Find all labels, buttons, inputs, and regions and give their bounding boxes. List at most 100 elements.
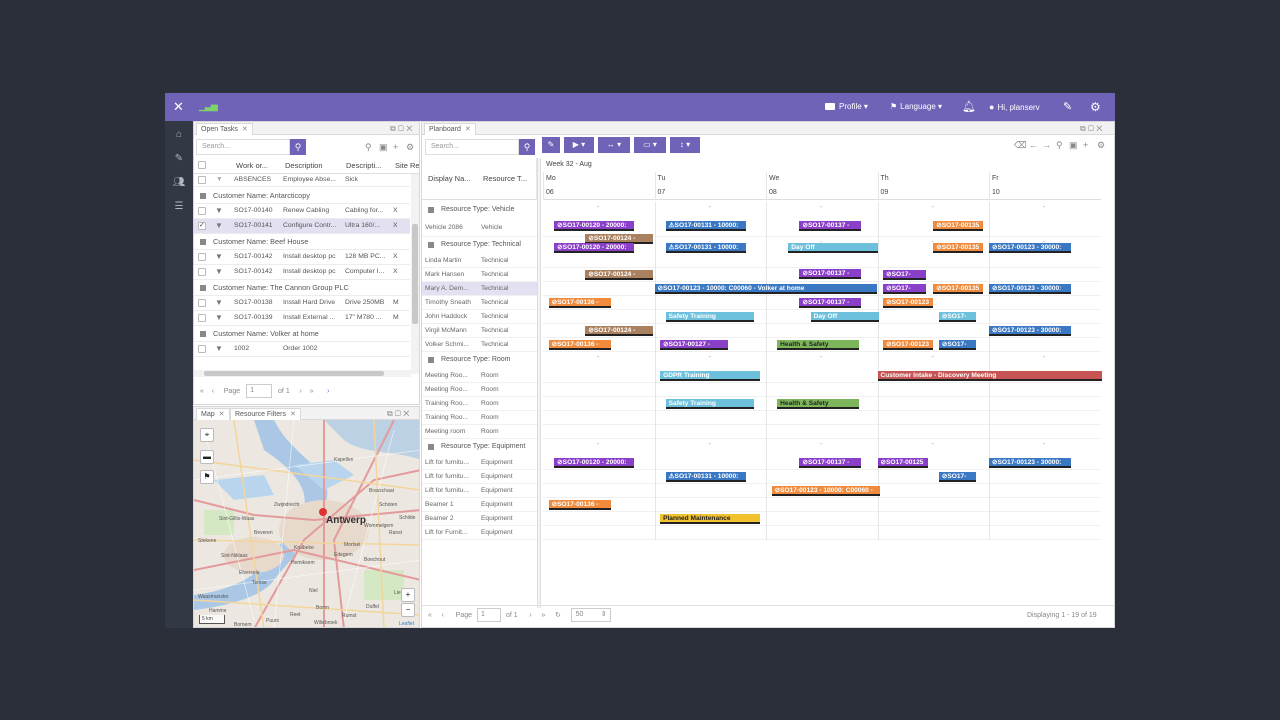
schedule-event[interactable]: ⊘SO17-00125 — [877, 458, 928, 468]
eraser-icon[interactable]: ⌫ — [1014, 140, 1027, 150]
brush-icon[interactable]: ✎ — [1063, 101, 1073, 113]
column-header-work-order[interactable]: Work or... — [236, 161, 268, 170]
location-icon[interactable]: ⌖ — [200, 428, 214, 442]
schedule-event[interactable]: ⊘SO17-00136 - — [548, 298, 611, 308]
schedule-event[interactable]: ⊘SO17-00123 - 30000: — [989, 284, 1071, 294]
schedule-event[interactable]: ⊘SO17-00127 - — [660, 340, 729, 350]
resource-row[interactable]: Lift for furnitu... Equipment — [422, 456, 537, 470]
row-checkbox[interactable] — [198, 314, 206, 322]
schedule-event[interactable]: Health & Safety — [777, 340, 860, 350]
schedule-event[interactable]: ⊘SO17-00124 - — [585, 270, 654, 280]
users-icon[interactable]: 👥︎ — [172, 177, 186, 188]
collapse-icon[interactable] — [200, 239, 206, 245]
close-tab-icon[interactable]: ✕ — [218, 411, 225, 418]
schedule-event[interactable]: ⊘SO17- — [883, 284, 927, 294]
filter-icon[interactable]: ▼ — [215, 267, 223, 276]
page-input[interactable]: 1 — [476, 608, 501, 623]
table-row[interactable]: ▼ SO17-00139 Install External ... 17" M780 … — [194, 311, 410, 326]
prev-page-icon[interactable]: ‹ — [441, 612, 444, 619]
search-icon[interactable]: ⚲ — [1056, 140, 1063, 150]
resource-row[interactable]: Vehicle 2086 Vehicle — [422, 219, 537, 237]
schedule-event[interactable]: ⊘SO17-00137 - — [799, 221, 862, 231]
prev-page-icon[interactable]: ‹ — [211, 388, 215, 395]
filter-icon[interactable]: ▼ — [215, 313, 223, 322]
gear-icon[interactable]: ⚙ — [1097, 140, 1106, 150]
schedule-event[interactable]: Planned Maintenance — [660, 514, 761, 524]
last-page-icon[interactable]: » — [541, 612, 546, 619]
schedule-event[interactable]: ⊘SO17-00136 - — [548, 340, 611, 350]
resource-row[interactable]: Lift for Furnit... Equipment — [422, 526, 537, 540]
user-menu[interactable]: ● Hi, planserv — [989, 93, 1040, 121]
search-icon[interactable]: ⚲ — [365, 142, 372, 152]
filter-icon[interactable]: ▼ — [215, 298, 223, 307]
play-button[interactable]: ▶ ▾ — [564, 137, 594, 153]
schedule-event[interactable]: ⊘SO17-00137 - — [799, 298, 862, 308]
resource-group-header[interactable]: Resource Type: Room — [422, 352, 537, 367]
profile-menu[interactable]: Profile ▾ — [825, 93, 868, 121]
collapse-icon[interactable] — [428, 444, 434, 450]
map-canvas[interactable]: ⌖ ▬ ⚑ Antwerp Kapellen Zwijndrecht Sint-… — [194, 420, 419, 627]
table-row[interactable]: ✓ ▼ SO17-00141 Configure Contr... Ultra 160/… — [194, 219, 410, 234]
gear-icon[interactable]: ⚙ — [1090, 100, 1101, 114]
filter-icon[interactable]: ▼ — [215, 252, 223, 261]
location-pin-icon[interactable] — [319, 508, 327, 518]
schedule-event[interactable]: ⊘SO17-00124 - — [585, 326, 654, 336]
filter-icon[interactable]: ▼ — [215, 221, 223, 230]
schedule-event[interactable]: ⊘SO17-00137 - — [799, 458, 862, 468]
resize-button[interactable]: ↔ ▾ — [598, 137, 630, 153]
schedule-event[interactable]: ⊘SO17-00120 - 20000: — [554, 458, 635, 468]
table-row[interactable]: ▼ SO17-00142 Install desktop pc 128 MB PC..… — [194, 250, 410, 265]
height-button[interactable]: ↕ ▾ — [670, 137, 700, 153]
resource-row[interactable]: John Haddock Technical — [422, 310, 537, 324]
schedule-event[interactable]: ⚠SO17-00131 - 10000: — [665, 243, 746, 253]
zoom-in-button[interactable]: + — [401, 588, 415, 602]
resource-row[interactable]: Linda Martin Technical — [422, 254, 537, 268]
resource-row[interactable]: Virgil McMann Technical — [422, 324, 537, 338]
schedule-event[interactable]: ⊘SO17-00137 - — [799, 269, 862, 279]
window-controls-icon[interactable]: ⧉ ▢ ✕ — [1080, 124, 1103, 133]
resource-row[interactable]: Mary A. Dem... Technical — [422, 282, 537, 296]
schedule-event[interactable]: ⊘SO17-00123 — [883, 298, 934, 308]
monitor-button[interactable]: ▭ ▾ — [634, 137, 666, 153]
tab-resource-filters[interactable]: Resource Filters ✕ — [230, 408, 301, 420]
vertical-scrollbar[interactable] — [411, 174, 419, 374]
tab-planboard[interactable]: Planboard ✕ — [424, 123, 476, 135]
group-header[interactable]: Customer Name: Volker at home — [194, 326, 410, 342]
resource-row[interactable]: Beamer 1 Equipment — [422, 498, 537, 512]
column-header-description-2[interactable]: Descripti... — [346, 161, 382, 170]
search-icon[interactable]: ⚲ — [519, 139, 535, 155]
schedule-event[interactable]: GDPR Training — [660, 371, 761, 381]
collapse-icon[interactable] — [428, 242, 434, 248]
zoom-out-button[interactable]: − — [401, 603, 415, 617]
schedule-event[interactable]: ⊘SO17- — [938, 340, 976, 350]
scrollbar-thumb[interactable] — [412, 224, 418, 324]
collapse-icon[interactable] — [428, 357, 434, 363]
resource-group-header[interactable]: Resource Type: Technical — [422, 237, 537, 252]
resource-row[interactable]: Beamer 2 Equipment — [422, 512, 537, 526]
resource-row[interactable]: Meeting Roo... Room — [422, 383, 537, 397]
schedule-event[interactable]: ⊘SO17-00120 - 20000: — [554, 243, 635, 253]
collapse-icon[interactable] — [200, 285, 206, 291]
refresh-icon[interactable]: › — [327, 388, 330, 395]
schedule-event[interactable]: Health & Safety — [777, 399, 860, 409]
gear-icon[interactable]: ⚙ — [406, 142, 415, 152]
filter-icon[interactable]: ⚑ — [200, 470, 214, 484]
next-page-icon[interactable]: › — [529, 612, 532, 619]
tab-map[interactable]: Map ✕ — [196, 408, 230, 420]
last-page-icon[interactable]: » — [309, 388, 314, 395]
close-tab-icon[interactable]: ✕ — [289, 411, 296, 418]
row-checkbox[interactable]: ✓ — [198, 222, 206, 230]
table-row[interactable]: ▼ SO17-00142 Install desktop pc Computer I.… — [194, 265, 410, 280]
window-controls-icon[interactable]: ⧉ ▢ ✕ — [387, 409, 410, 418]
scrollbar-thumb[interactable] — [204, 371, 384, 376]
save-icon[interactable]: ▣ — [379, 142, 388, 152]
schedule-event[interactable]: ⊘SO17-00123 - 10000: C00060 - Volker at … — [654, 284, 877, 294]
resource-row[interactable]: Timothy Sneath Technical — [422, 296, 537, 310]
horizontal-scrollbar[interactable] — [194, 370, 411, 377]
row-checkbox[interactable] — [198, 207, 206, 215]
schedule-event[interactable]: ⊘SO17- — [883, 270, 927, 280]
window-controls-icon[interactable]: ⧉ ▢ ✕ — [390, 124, 413, 133]
page-input[interactable]: 1 — [246, 384, 273, 399]
schedule-event[interactable]: ⊘SO17- — [938, 472, 976, 482]
table-row[interactable]: ▼ 1002 Order 1002 — [194, 342, 410, 357]
